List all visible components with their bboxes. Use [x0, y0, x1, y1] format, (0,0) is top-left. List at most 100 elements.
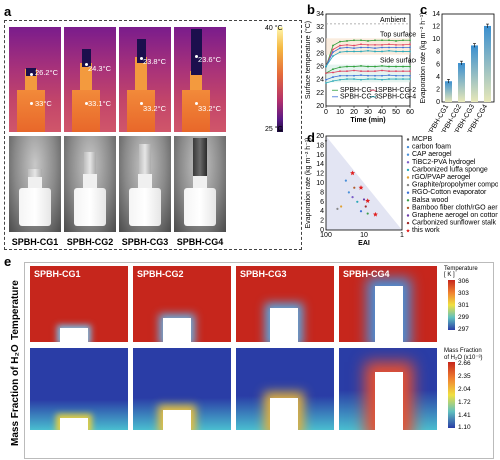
point-s2-11	[402, 46, 404, 49]
y-tick-label: 4	[320, 208, 324, 215]
x-axis-label: EAI	[358, 240, 370, 247]
legend-label: Carbonized sunflower stalk	[412, 220, 497, 227]
sample-label-cg1: SPBH-CG1	[11, 237, 59, 247]
performance-region	[326, 136, 402, 230]
panel-a-label: a	[4, 4, 12, 19]
panel-d-label: d	[307, 130, 315, 145]
point-s1-10	[395, 43, 397, 46]
point-s0-1	[332, 44, 334, 47]
point-10	[362, 198, 366, 201]
photo-cg4	[174, 136, 226, 232]
point-s3-4	[353, 50, 355, 53]
mass-sim-cg2	[133, 348, 231, 430]
temp-sim-cg4: SPBH-CG4	[339, 266, 437, 342]
mass-tick-2: 2.04	[458, 386, 471, 393]
mass-sim-cg4	[339, 348, 437, 430]
mass-colorbar-title: Mass Fraction of H₂O (x10⁻³)	[444, 348, 483, 361]
legend-label: Graphene aerogel on cotton	[412, 212, 498, 219]
photo-cg1	[9, 136, 61, 232]
temp-sim-label-cg4: SPBH-CG4	[343, 269, 390, 279]
point-s3-2	[339, 51, 341, 54]
y-tick-label: 6	[320, 199, 324, 206]
point-s2-12	[409, 46, 411, 49]
point-s5-4	[353, 69, 355, 72]
legend-label: SPBH-CG-1	[340, 87, 378, 94]
point-4	[356, 200, 359, 203]
point-s5-9	[388, 70, 390, 73]
legend-marker	[406, 199, 410, 202]
point-s7-9	[388, 78, 390, 80]
point-s6-3	[346, 74, 348, 77]
point-s4-11	[402, 65, 404, 68]
mass-tick-4: 1.41	[458, 412, 471, 419]
x-tick-label: 50	[392, 109, 400, 116]
point-s1-8	[381, 43, 383, 46]
legend-marker	[406, 206, 410, 210]
point-this-work-13	[358, 185, 364, 190]
point-s3-1	[332, 55, 334, 57]
legend-label: this work	[412, 227, 440, 234]
point-s1-3	[346, 43, 348, 46]
x-tick-label: 100	[320, 232, 332, 239]
point-s5-5	[360, 70, 362, 73]
point-s1-6	[367, 43, 369, 46]
point-s7-3	[346, 78, 348, 80]
point-this-work-15	[372, 211, 378, 217]
y-tick-label: 4	[436, 74, 440, 81]
point-s2-8	[381, 46, 383, 49]
legend-label: TiBC2-PVA hydrogel	[412, 159, 476, 166]
mass-tick-5: 1.10	[458, 424, 471, 431]
ir-colorbar-min: 25 °C	[265, 126, 283, 133]
y-tick-label: 10	[316, 180, 324, 187]
point-s0-11	[402, 39, 404, 42]
ir-image-cg1: 26.2°C 33°C	[9, 27, 61, 132]
point-s6-6	[367, 74, 369, 77]
mass-colorbar	[448, 362, 455, 428]
annotation-side-surface: Side surface	[380, 58, 416, 65]
legend-marker	[406, 176, 410, 179]
point-s5-11	[402, 70, 404, 73]
y-tick-label: 8	[320, 189, 324, 196]
x-tick-label: 1	[400, 232, 404, 239]
point-s7-0	[325, 82, 327, 84]
y-axis-label: Evaporation rate (kg m⁻² h⁻¹)	[305, 137, 312, 228]
point-s1-1	[332, 48, 334, 51]
point-this-work-14	[365, 198, 371, 203]
point-s6-4	[353, 74, 355, 77]
point-s3-0	[325, 65, 327, 68]
x-tick-label: 10	[360, 232, 368, 239]
y-tick-label: 32	[316, 24, 324, 31]
legend-label: CAP aerogel	[412, 151, 452, 158]
top-temp-cg2: 24.3°C	[88, 64, 112, 73]
photo-cg3	[119, 136, 171, 232]
y-tick-label: 10	[432, 36, 440, 43]
point-s2-2	[339, 47, 341, 50]
point-s6-1	[332, 76, 334, 78]
x-tick-label: 30	[364, 109, 372, 116]
point-s7-4	[353, 78, 355, 80]
x-tick-label: 10	[336, 109, 344, 116]
point-8	[366, 212, 369, 215]
point-s0-5	[360, 39, 362, 42]
bar-3	[484, 25, 491, 103]
legend-marker	[406, 183, 410, 187]
point-s1-12	[409, 43, 411, 46]
mass-tick-1: 2.35	[458, 373, 471, 380]
mass-sim-cg1	[30, 348, 128, 430]
point-s7-5	[360, 78, 362, 81]
y-tick-label: 14	[316, 161, 324, 168]
point-s5-0	[325, 72, 327, 75]
point-s0-3	[346, 40, 348, 42]
bottom-temp-cg2: 33.1°C	[88, 99, 112, 108]
point-s0-2	[339, 40, 341, 43]
panel-a-frame	[4, 20, 302, 250]
point-11	[364, 205, 367, 208]
temp-tick-3: 299	[458, 314, 469, 321]
sample-label-cg4: SPBH-CG4	[176, 237, 224, 247]
point-s6-9	[388, 74, 390, 77]
legend-marker	[406, 228, 410, 233]
bar-2	[471, 45, 478, 102]
sample-label-cg2: SPBH-CG2	[66, 237, 114, 247]
point-s6-10	[395, 74, 397, 77]
x-tick-label: 40	[378, 109, 386, 116]
